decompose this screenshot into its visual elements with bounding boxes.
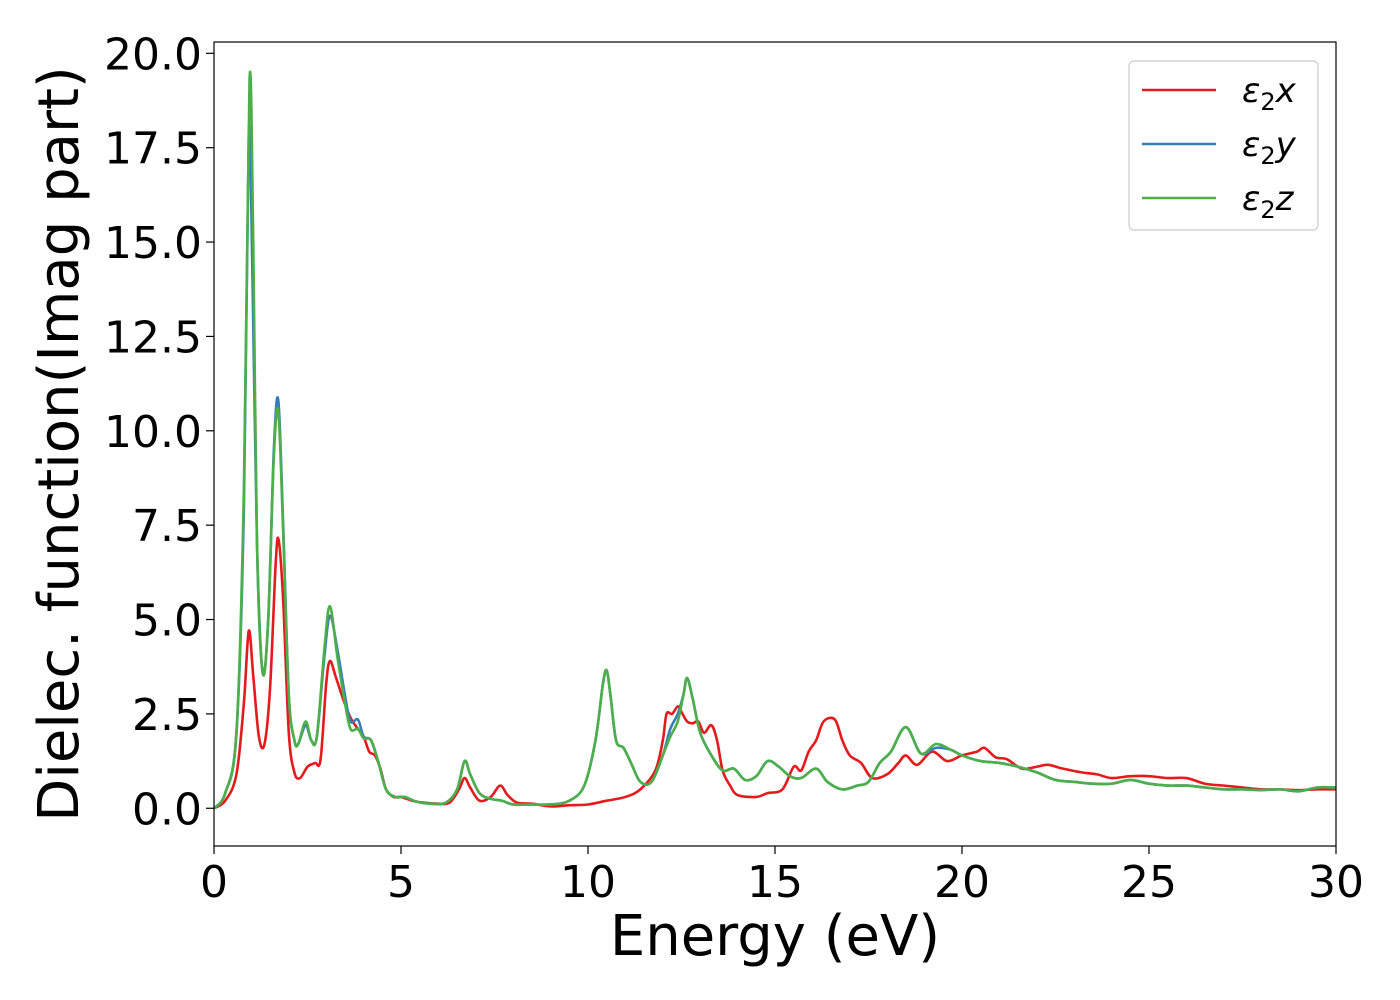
x-axis-title: Energy (eV) xyxy=(610,904,940,969)
legend-box xyxy=(1128,60,1319,231)
y-tick-label: 15.0 xyxy=(104,218,202,269)
legend-label-y: ε2y xyxy=(1242,125,1297,170)
y-tick-label: 5.0 xyxy=(132,596,202,647)
series-lines xyxy=(214,70,1336,810)
x-tick-label: 0 xyxy=(200,857,228,908)
y-tick-label: 20.0 xyxy=(104,29,202,80)
x-tick-label: 15 xyxy=(747,857,803,908)
x-tick-label: 30 xyxy=(1308,857,1364,908)
y-tick-label: 12.5 xyxy=(104,312,202,363)
axis-ticks: 0 5 10 15 20 25 30 0.0 2.5 5.0 7.5 10.0 12.5 15.0 17.5… xyxy=(104,29,1364,908)
legend-label-z: ε2z xyxy=(1242,179,1295,224)
x-tick-label: 20 xyxy=(934,857,990,908)
y-tick-label: 7.5 xyxy=(132,501,202,552)
y-tick-label: 0.0 xyxy=(132,784,202,835)
y-tick-label: 17.5 xyxy=(104,124,202,175)
legend-label-x: ε2x xyxy=(1242,71,1297,116)
y-tick-label: 2.5 xyxy=(132,690,202,741)
series-line-z xyxy=(214,70,1336,810)
x-tick-label: 10 xyxy=(560,857,616,908)
y-axis-title: Dielec. function(Imag part) xyxy=(27,66,92,822)
y-tick-label: 10.0 xyxy=(104,407,202,458)
legend: ε2x ε2y ε2z xyxy=(1128,60,1319,231)
x-tick-label: 5 xyxy=(387,857,415,908)
x-tick-label: 25 xyxy=(1121,857,1177,908)
